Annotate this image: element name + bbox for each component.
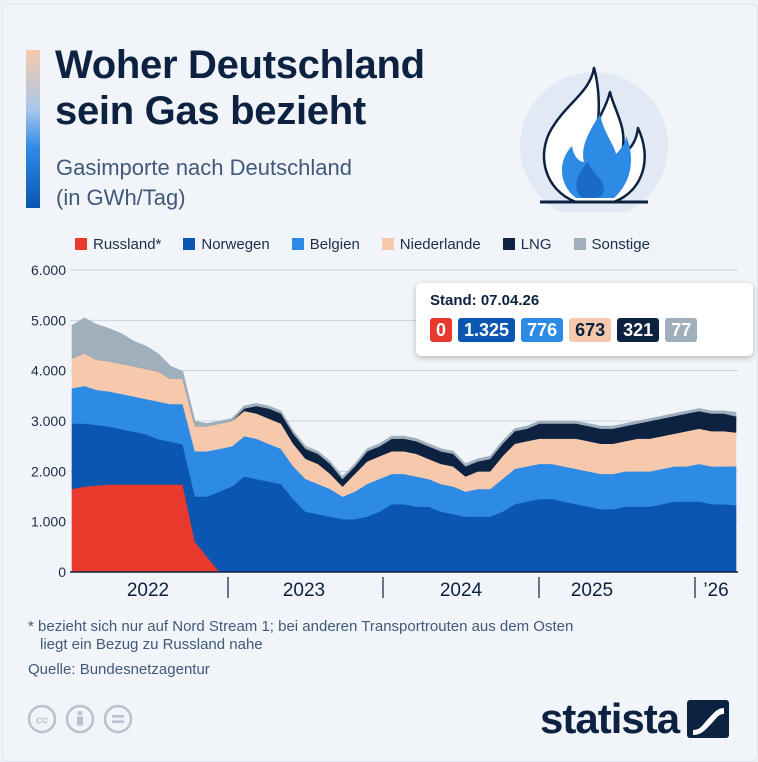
legend-swatch-sonstige [573,238,586,250]
tooltip-value-norwegen: 1.325 [458,318,516,342]
subtitle-line-1: Gasimporte nach Deutschland [56,155,352,180]
footnote-line-1: * bezieht sich nur auf Nord Stream 1; be… [28,618,574,635]
stacked-area-chart: 6.000 5.000 4.000 3.000 2.000 1.000 0 2022 2023 2… [31,262,738,601]
y-tick-label: 2.000 [31,463,66,479]
legend-swatch-norwegen [183,238,196,250]
tooltip-value-belgien: 776 [521,318,564,342]
creative-commons-icon[interactable]: cc [27,704,57,734]
y-tick-label: 1.000 [31,514,66,530]
legend-label-belgien: Belgien [309,235,360,253]
legend-label-norwegen: Norwegen [201,235,270,253]
title-line-2: sein Gas bezieht [55,89,366,133]
legend-label-russland: Russland* [93,235,162,253]
x-tick-label: 2024 [440,580,483,601]
x-tick-label: 2022 [127,580,169,601]
y-tick-label: 4.000 [31,363,66,379]
legend-item-niederlande: Niederlande [381,235,481,253]
footnote-line-2: liegt ein Bezug zu Russland nahe [40,636,263,653]
y-tick-label: 3.000 [31,413,66,429]
tooltip-value-russland: 0 [430,318,453,342]
statista-logo-icon [687,700,730,738]
legend-label-lng: LNG [520,235,552,253]
latest-values-tooltip: Stand: 07.04.26 0 1.325 776 673 321 77 [416,283,753,356]
no-derivatives-icon[interactable] [103,704,133,734]
flame-icon [518,62,678,220]
legend-item-lng: LNG [502,235,552,253]
chart-legend: Russland* Norwegen Belgien Niederlande L… [75,234,650,254]
y-tick-label: 0 [58,564,66,580]
attribution-icon[interactable] [65,704,95,734]
brand-wordmark: statista [540,695,680,742]
legend-item-norwegen: Norwegen [183,235,270,253]
accent-bar [26,50,40,208]
legend-swatch-russland [75,238,87,250]
license-icons: cc [27,704,133,734]
legend-label-sonstige: Sonstige [591,235,650,253]
legend-item-sonstige: Sonstige [573,235,650,253]
title-line-1: Woher Deutschland [55,43,425,87]
y-tick-label: 5.000 [31,312,66,328]
statista-brand[interactable]: statista [540,695,730,743]
tooltip-value-lng: 321 [617,318,660,342]
tooltip-title: Stand: 07.04.26 [430,292,540,309]
x-tick-label: 2023 [283,580,325,601]
legend-swatch-niederlande [381,238,394,250]
legend-label-niederlande: Niederlande [399,235,481,253]
svg-text:cc: cc [36,715,48,727]
tooltip-value-niederlande: 673 [569,318,612,342]
x-tick-label: ’26 [703,580,728,601]
subtitle-line-2: (in GWh/Tag) [56,185,186,210]
legend-swatch-lng [502,238,515,250]
legend-item-russland: Russland* [75,236,161,253]
source-note: Quelle: Bundesnetzagentur [28,661,210,678]
legend-swatch-belgien [291,238,304,250]
series-area-sonstige [71,317,737,480]
page-title: Woher Deutschland sein Gas bezieht [55,42,425,134]
tooltip-values: 0 1.325 776 673 321 77 [430,318,698,342]
footnote: * bezieht sich nur auf Nord Stream 1; be… [28,618,668,654]
legend-item-belgien: Belgien [291,235,360,253]
subtitle: Gasimporte nach Deutschland (in GWh/Tag) [56,153,352,213]
y-tick-label: 6.000 [31,262,66,278]
tooltip-value-sonstige: 77 [665,318,698,342]
x-tick-label: 2025 [571,580,613,601]
